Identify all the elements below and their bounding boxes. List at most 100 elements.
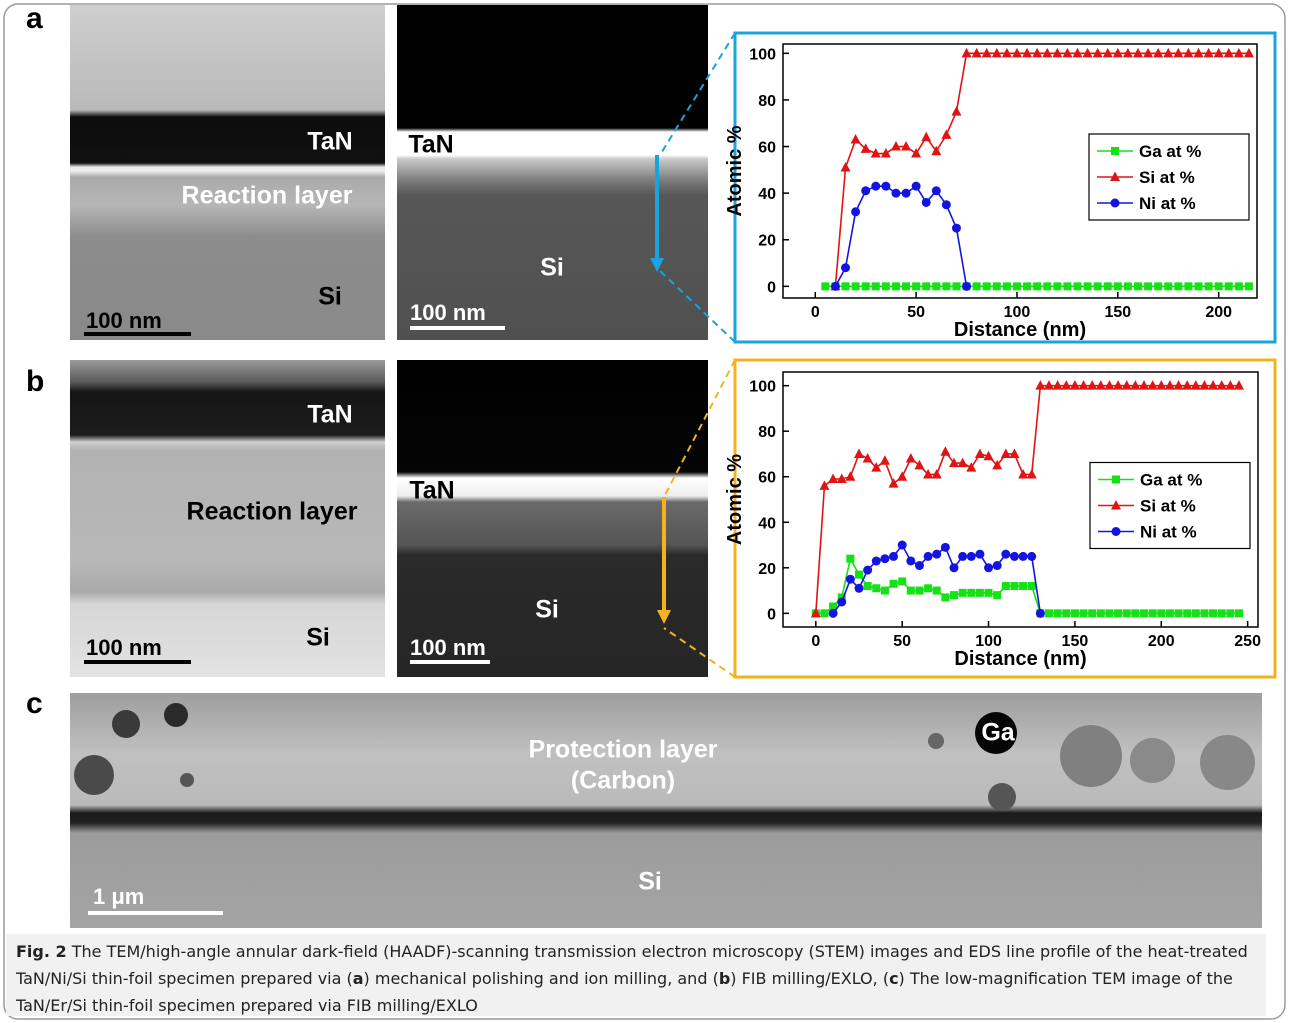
marker xyxy=(975,550,984,559)
legend-label: Si at % xyxy=(1139,168,1195,187)
marker xyxy=(871,182,880,191)
caption-panel-ref: a xyxy=(353,969,364,988)
marker xyxy=(1157,609,1165,617)
marker xyxy=(1114,609,1122,617)
marker xyxy=(906,556,915,565)
marker xyxy=(852,282,860,290)
scan-arrow xyxy=(657,610,671,624)
marker xyxy=(952,224,961,233)
marker xyxy=(1010,552,1019,561)
marker xyxy=(1183,609,1191,617)
marker xyxy=(1033,282,1041,290)
y-tick-label: 20 xyxy=(758,233,776,250)
caption-segment: ) FIB milling/EXLO, ( xyxy=(730,969,889,988)
marker xyxy=(1019,582,1027,590)
marker xyxy=(872,584,880,592)
marker xyxy=(976,589,984,597)
marker xyxy=(1088,609,1096,617)
marker xyxy=(1192,609,1200,617)
marker xyxy=(821,282,829,290)
x-tick-label: 200 xyxy=(1148,633,1175,650)
y-tick-label: 40 xyxy=(758,186,776,203)
marker xyxy=(1094,282,1102,290)
marker xyxy=(915,561,924,570)
marker xyxy=(983,282,991,290)
legend-marker xyxy=(1112,476,1120,484)
marker xyxy=(820,609,828,617)
marker xyxy=(898,541,907,550)
marker xyxy=(932,550,941,559)
marker xyxy=(1124,282,1132,290)
marker xyxy=(1028,582,1036,590)
marker xyxy=(829,609,838,618)
x-tick-label: 50 xyxy=(893,633,911,650)
marker xyxy=(932,186,941,195)
marker xyxy=(924,584,932,592)
marker xyxy=(912,182,921,191)
marker xyxy=(902,189,911,198)
x-axis-label: Distance (nm) xyxy=(954,648,1086,670)
legend-label: Ni at % xyxy=(1140,523,1197,542)
y-tick-label: 40 xyxy=(758,515,776,532)
marker xyxy=(891,189,900,198)
connector xyxy=(657,268,735,342)
marker xyxy=(1053,282,1061,290)
marker xyxy=(1123,609,1131,617)
marker xyxy=(846,555,854,563)
marker xyxy=(1215,282,1223,290)
caption: Fig. 2 The TEM/high-angle annular dark-f… xyxy=(6,934,1266,1016)
marker xyxy=(1071,609,1079,617)
marker xyxy=(881,587,889,595)
marker xyxy=(890,580,898,588)
marker xyxy=(1097,609,1105,617)
marker xyxy=(841,263,850,272)
marker xyxy=(881,182,890,191)
marker xyxy=(1175,609,1183,617)
marker xyxy=(1002,582,1010,590)
marker xyxy=(1019,552,1028,561)
marker xyxy=(842,282,850,290)
marker xyxy=(1205,282,1213,290)
marker xyxy=(1184,282,1192,290)
marker xyxy=(985,589,993,597)
marker xyxy=(1195,282,1203,290)
scan-arrow xyxy=(650,258,664,272)
marker xyxy=(1073,282,1081,290)
marker xyxy=(1166,609,1174,617)
legend-label: Si at % xyxy=(1140,497,1196,516)
marker xyxy=(1027,552,1036,561)
chart-layer: 050100150200020406080100Distance (nm)Ato… xyxy=(0,0,1290,1023)
caption-segment: ) mechanical polishing and ion milling, … xyxy=(364,969,719,988)
x-tick-label: 250 xyxy=(1234,633,1261,650)
y-tick-label: 0 xyxy=(767,279,776,296)
marker xyxy=(962,282,971,291)
marker xyxy=(1036,609,1045,618)
y-tick-label: 80 xyxy=(758,93,776,110)
caption-panel-ref: b xyxy=(719,969,730,988)
x-axis-label: Distance (nm) xyxy=(954,319,1086,341)
marker xyxy=(1045,609,1053,617)
marker xyxy=(1154,282,1162,290)
marker xyxy=(837,597,846,606)
marker xyxy=(1149,609,1157,617)
marker xyxy=(950,591,958,599)
marker xyxy=(1001,550,1010,559)
marker xyxy=(1084,282,1092,290)
caption-label: Fig. 2 xyxy=(16,942,67,961)
legend-marker xyxy=(1111,147,1119,155)
marker xyxy=(880,554,889,563)
marker xyxy=(1003,282,1011,290)
marker xyxy=(941,593,949,601)
marker xyxy=(1226,609,1234,617)
marker xyxy=(889,552,898,561)
marker xyxy=(872,282,880,290)
marker xyxy=(1023,282,1031,290)
marker xyxy=(950,563,959,572)
marker xyxy=(1200,609,1208,617)
marker xyxy=(942,200,951,209)
marker xyxy=(1134,282,1142,290)
marker xyxy=(846,575,855,584)
y-tick-label: 60 xyxy=(758,470,776,487)
marker xyxy=(907,587,915,595)
x-tick-label: 150 xyxy=(1104,304,1131,321)
